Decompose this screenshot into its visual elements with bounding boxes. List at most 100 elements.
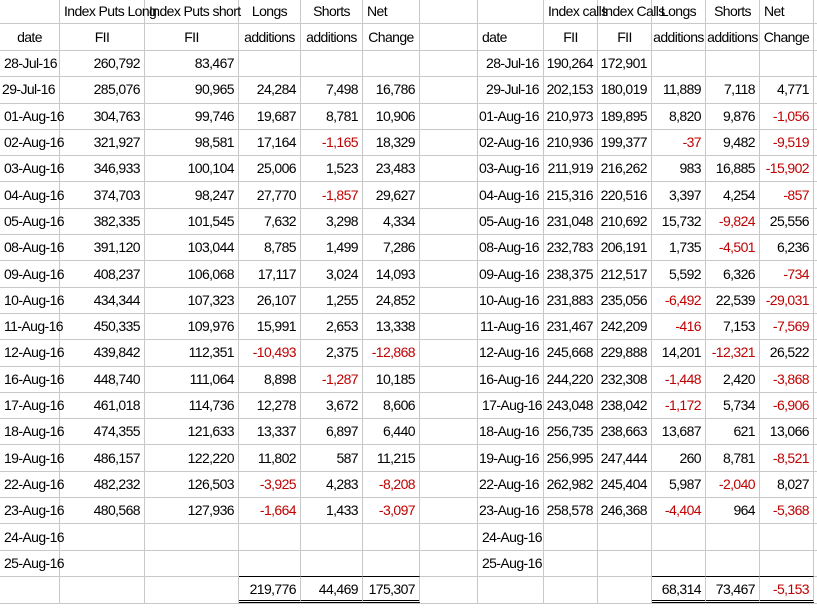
right-header-longs-additions[interactable]: additions (652, 23, 706, 50)
fii-long-cell[interactable]: 210,973 (544, 102, 598, 129)
shorts-additions-cell[interactable] (706, 50, 760, 77)
longs-additions-cell[interactable]: 12,278 (239, 391, 301, 419)
empty-cell[interactable] (420, 207, 478, 235)
longs-additions-cell[interactable]: 983 (652, 155, 706, 182)
net-change-cell[interactable]: -857 (760, 181, 814, 208)
longs-additions-cell[interactable]: 8,820 (652, 102, 706, 129)
total-longs-additions[interactable]: 219,776 (239, 576, 301, 604)
net-change-cell[interactable] (363, 50, 420, 77)
net-change-cell[interactable]: -3,868 (760, 365, 814, 392)
empty-cell[interactable] (420, 339, 478, 366)
fii-short-cell[interactable]: 90,965 (145, 76, 239, 103)
empty-cell[interactable] (420, 313, 478, 340)
fii-long-cell[interactable]: 382,335 (60, 207, 145, 235)
fii-long-cell[interactable]: 260,792 (60, 50, 145, 77)
shorts-additions-cell[interactable]: 964 (706, 497, 760, 524)
date-cell[interactable]: 12-Aug-16 (0, 339, 65, 366)
longs-additions-cell[interactable]: -3,925 (239, 470, 301, 498)
net-change-cell[interactable]: 4,771 (760, 76, 814, 103)
left-header-date[interactable]: date (0, 23, 60, 50)
fii-short-cell[interactable]: 220,516 (598, 181, 652, 208)
net-change-cell[interactable]: 10,185 (363, 365, 420, 392)
net-change-cell[interactable]: -15,902 (760, 155, 814, 182)
right-header-fii-short[interactable]: Index Calls (598, 0, 665, 23)
longs-additions-cell[interactable] (652, 523, 706, 550)
shorts-additions-cell[interactable]: 4,283 (301, 470, 363, 498)
fii-long-cell[interactable]: 450,335 (60, 313, 145, 340)
longs-additions-cell[interactable]: -37 (652, 128, 706, 156)
fii-short-cell[interactable]: 246,368 (598, 497, 652, 524)
net-change-cell[interactable]: -6,906 (760, 391, 814, 419)
fii-long-cell[interactable]: 346,933 (60, 155, 145, 182)
fii-long-cell[interactable]: 190,264 (544, 50, 598, 77)
net-change-cell[interactable] (760, 549, 814, 576)
total-longs-additions[interactable]: 68,314 (652, 576, 706, 604)
date-cell[interactable]: 05-Aug-16 (0, 207, 65, 235)
empty-cell[interactable] (420, 0, 478, 23)
empty-cell[interactable] (420, 50, 478, 77)
right-header-net-change[interactable]: Net (760, 0, 814, 23)
left-header-net-change[interactable]: Net (363, 0, 420, 23)
date-cell[interactable]: 02-Aug-16 (478, 128, 544, 156)
net-change-cell[interactable]: -7,569 (760, 313, 814, 340)
net-change-cell[interactable]: -3,097 (363, 497, 420, 524)
longs-additions-cell[interactable]: 5,592 (652, 260, 706, 287)
shorts-additions-cell[interactable] (706, 523, 760, 550)
fii-long-cell[interactable]: 231,467 (544, 313, 598, 340)
total-net-change[interactable]: -5,153 (760, 576, 814, 604)
right-header-fii-short[interactable]: FII (598, 23, 652, 50)
longs-additions-cell[interactable]: -4,404 (652, 497, 706, 524)
net-change-cell[interactable]: 18,329 (363, 128, 420, 156)
longs-additions-cell[interactable]: 27,770 (239, 181, 301, 208)
net-change-cell[interactable]: -8,521 (760, 444, 814, 471)
empty-cell[interactable] (420, 576, 478, 604)
fii-long-cell[interactable]: 304,763 (60, 102, 145, 129)
empty-cell[interactable] (420, 523, 478, 550)
date-cell[interactable]: 25-Aug-16 (478, 549, 544, 576)
right-header-shorts-additions[interactable]: Shorts (706, 0, 760, 23)
shorts-additions-cell[interactable]: 9,876 (706, 102, 760, 129)
net-change-cell[interactable]: -8,208 (363, 470, 420, 498)
net-change-cell[interactable]: 4,334 (363, 207, 420, 235)
fii-long-cell[interactable]: 244,220 (544, 365, 598, 392)
fii-short-cell[interactable] (145, 549, 239, 576)
right-header-date[interactable] (478, 0, 544, 23)
fii-long-cell[interactable]: 232,783 (544, 234, 598, 261)
date-cell[interactable]: 22-Aug-16 (0, 470, 65, 498)
empty-cell[interactable] (420, 444, 478, 471)
shorts-additions-cell[interactable]: 16,885 (706, 155, 760, 182)
net-change-cell[interactable]: -12,868 (363, 339, 420, 366)
fii-long-cell[interactable]: 321,927 (60, 128, 145, 156)
empty-cell[interactable] (420, 23, 478, 50)
fii-short-cell[interactable]: 210,692 (598, 207, 652, 235)
fii-long-cell[interactable]: 448,740 (60, 365, 145, 392)
fii-long-cell[interactable]: 408,237 (60, 260, 145, 287)
shorts-additions-cell[interactable]: 1,523 (301, 155, 363, 182)
empty-cell[interactable] (420, 181, 478, 208)
date-cell[interactable]: 03-Aug-16 (478, 155, 544, 182)
fii-short-cell[interactable]: 101,545 (145, 207, 239, 235)
longs-additions-cell[interactable]: 3,397 (652, 181, 706, 208)
longs-additions-cell[interactable] (652, 549, 706, 576)
date-cell[interactable]: 11-Aug-16 (478, 313, 544, 340)
longs-additions-cell[interactable]: 11,889 (652, 76, 706, 103)
net-change-cell[interactable]: 23,483 (363, 155, 420, 182)
net-change-cell[interactable] (760, 523, 814, 550)
fii-short-cell[interactable] (598, 523, 652, 550)
shorts-additions-cell[interactable]: 3,672 (301, 391, 363, 419)
left-header-longs-additions[interactable]: additions (239, 23, 301, 50)
fii-short-cell[interactable]: 172,901 (598, 50, 652, 77)
shorts-additions-cell[interactable]: -9,824 (706, 207, 760, 235)
fii-long-cell[interactable]: 245,668 (544, 339, 598, 366)
net-change-cell[interactable]: 16,786 (363, 76, 420, 103)
fii-short-cell[interactable]: 109,976 (145, 313, 239, 340)
fii-long-cell[interactable] (544, 523, 598, 550)
empty-cell[interactable] (0, 576, 60, 604)
net-change-cell[interactable] (363, 549, 420, 576)
date-cell[interactable]: 18-Aug-16 (478, 418, 544, 445)
date-cell[interactable]: 16-Aug-16 (0, 365, 65, 392)
longs-additions-cell[interactable]: -1,664 (239, 497, 301, 524)
shorts-additions-cell[interactable] (301, 523, 363, 550)
longs-additions-cell[interactable]: 7,632 (239, 207, 301, 235)
longs-additions-cell[interactable]: 15,732 (652, 207, 706, 235)
